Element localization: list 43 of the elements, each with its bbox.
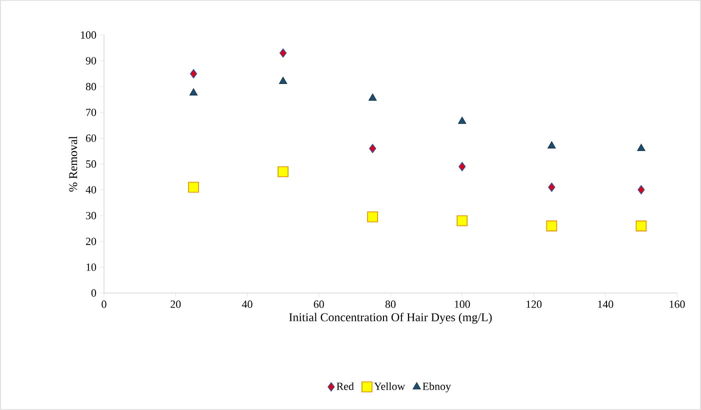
point bbox=[190, 88, 198, 96]
x-tick-label: 80 bbox=[385, 300, 396, 308]
x-tick-label: 0 bbox=[102, 300, 106, 308]
point bbox=[458, 162, 466, 172]
x-axis-title: Initial Concentration Of Hair Dyes (mg/L) bbox=[289, 312, 492, 324]
point bbox=[456, 215, 468, 226]
x-tick-label: 140 bbox=[598, 300, 614, 308]
point bbox=[637, 144, 646, 152]
point bbox=[367, 211, 378, 222]
legend-label: Ebnoy bbox=[422, 382, 451, 392]
x-tick-label: 100 bbox=[454, 300, 470, 308]
y-tick-label: 60 bbox=[86, 134, 96, 142]
y-tick-label: 10 bbox=[86, 264, 96, 271]
point bbox=[369, 144, 376, 154]
x-tick-label: 40 bbox=[242, 300, 252, 308]
point bbox=[280, 48, 287, 58]
point bbox=[548, 182, 556, 192]
point bbox=[638, 185, 645, 194]
y-tick-label: 100 bbox=[81, 31, 96, 39]
point bbox=[458, 116, 466, 124]
legend-label: Red bbox=[336, 382, 354, 390]
x-tick-label: 20 bbox=[170, 300, 181, 308]
point bbox=[368, 94, 377, 101]
point bbox=[188, 182, 199, 193]
y-tick-label: 50 bbox=[86, 160, 96, 168]
y-tick-label: 80 bbox=[86, 82, 96, 90]
y-tick-label: 20 bbox=[86, 238, 96, 246]
x-tick-label: 60 bbox=[314, 300, 324, 308]
point bbox=[278, 166, 288, 178]
y-axis-title: % Removal bbox=[68, 136, 78, 192]
point bbox=[636, 220, 647, 232]
y-tick-label: 40 bbox=[86, 186, 96, 194]
point bbox=[279, 76, 288, 84]
point bbox=[546, 220, 558, 232]
y-tick-label: 90 bbox=[86, 57, 96, 64]
y-tick-label: 0 bbox=[91, 289, 96, 297]
y-tick-label: 70 bbox=[86, 108, 96, 116]
x-tick-label: 160 bbox=[670, 300, 685, 308]
x-tick-label: 120 bbox=[526, 300, 542, 308]
point bbox=[190, 69, 198, 78]
point bbox=[548, 141, 556, 148]
legend-label: Yellow bbox=[374, 382, 406, 390]
y-tick-label: 30 bbox=[86, 212, 96, 220]
